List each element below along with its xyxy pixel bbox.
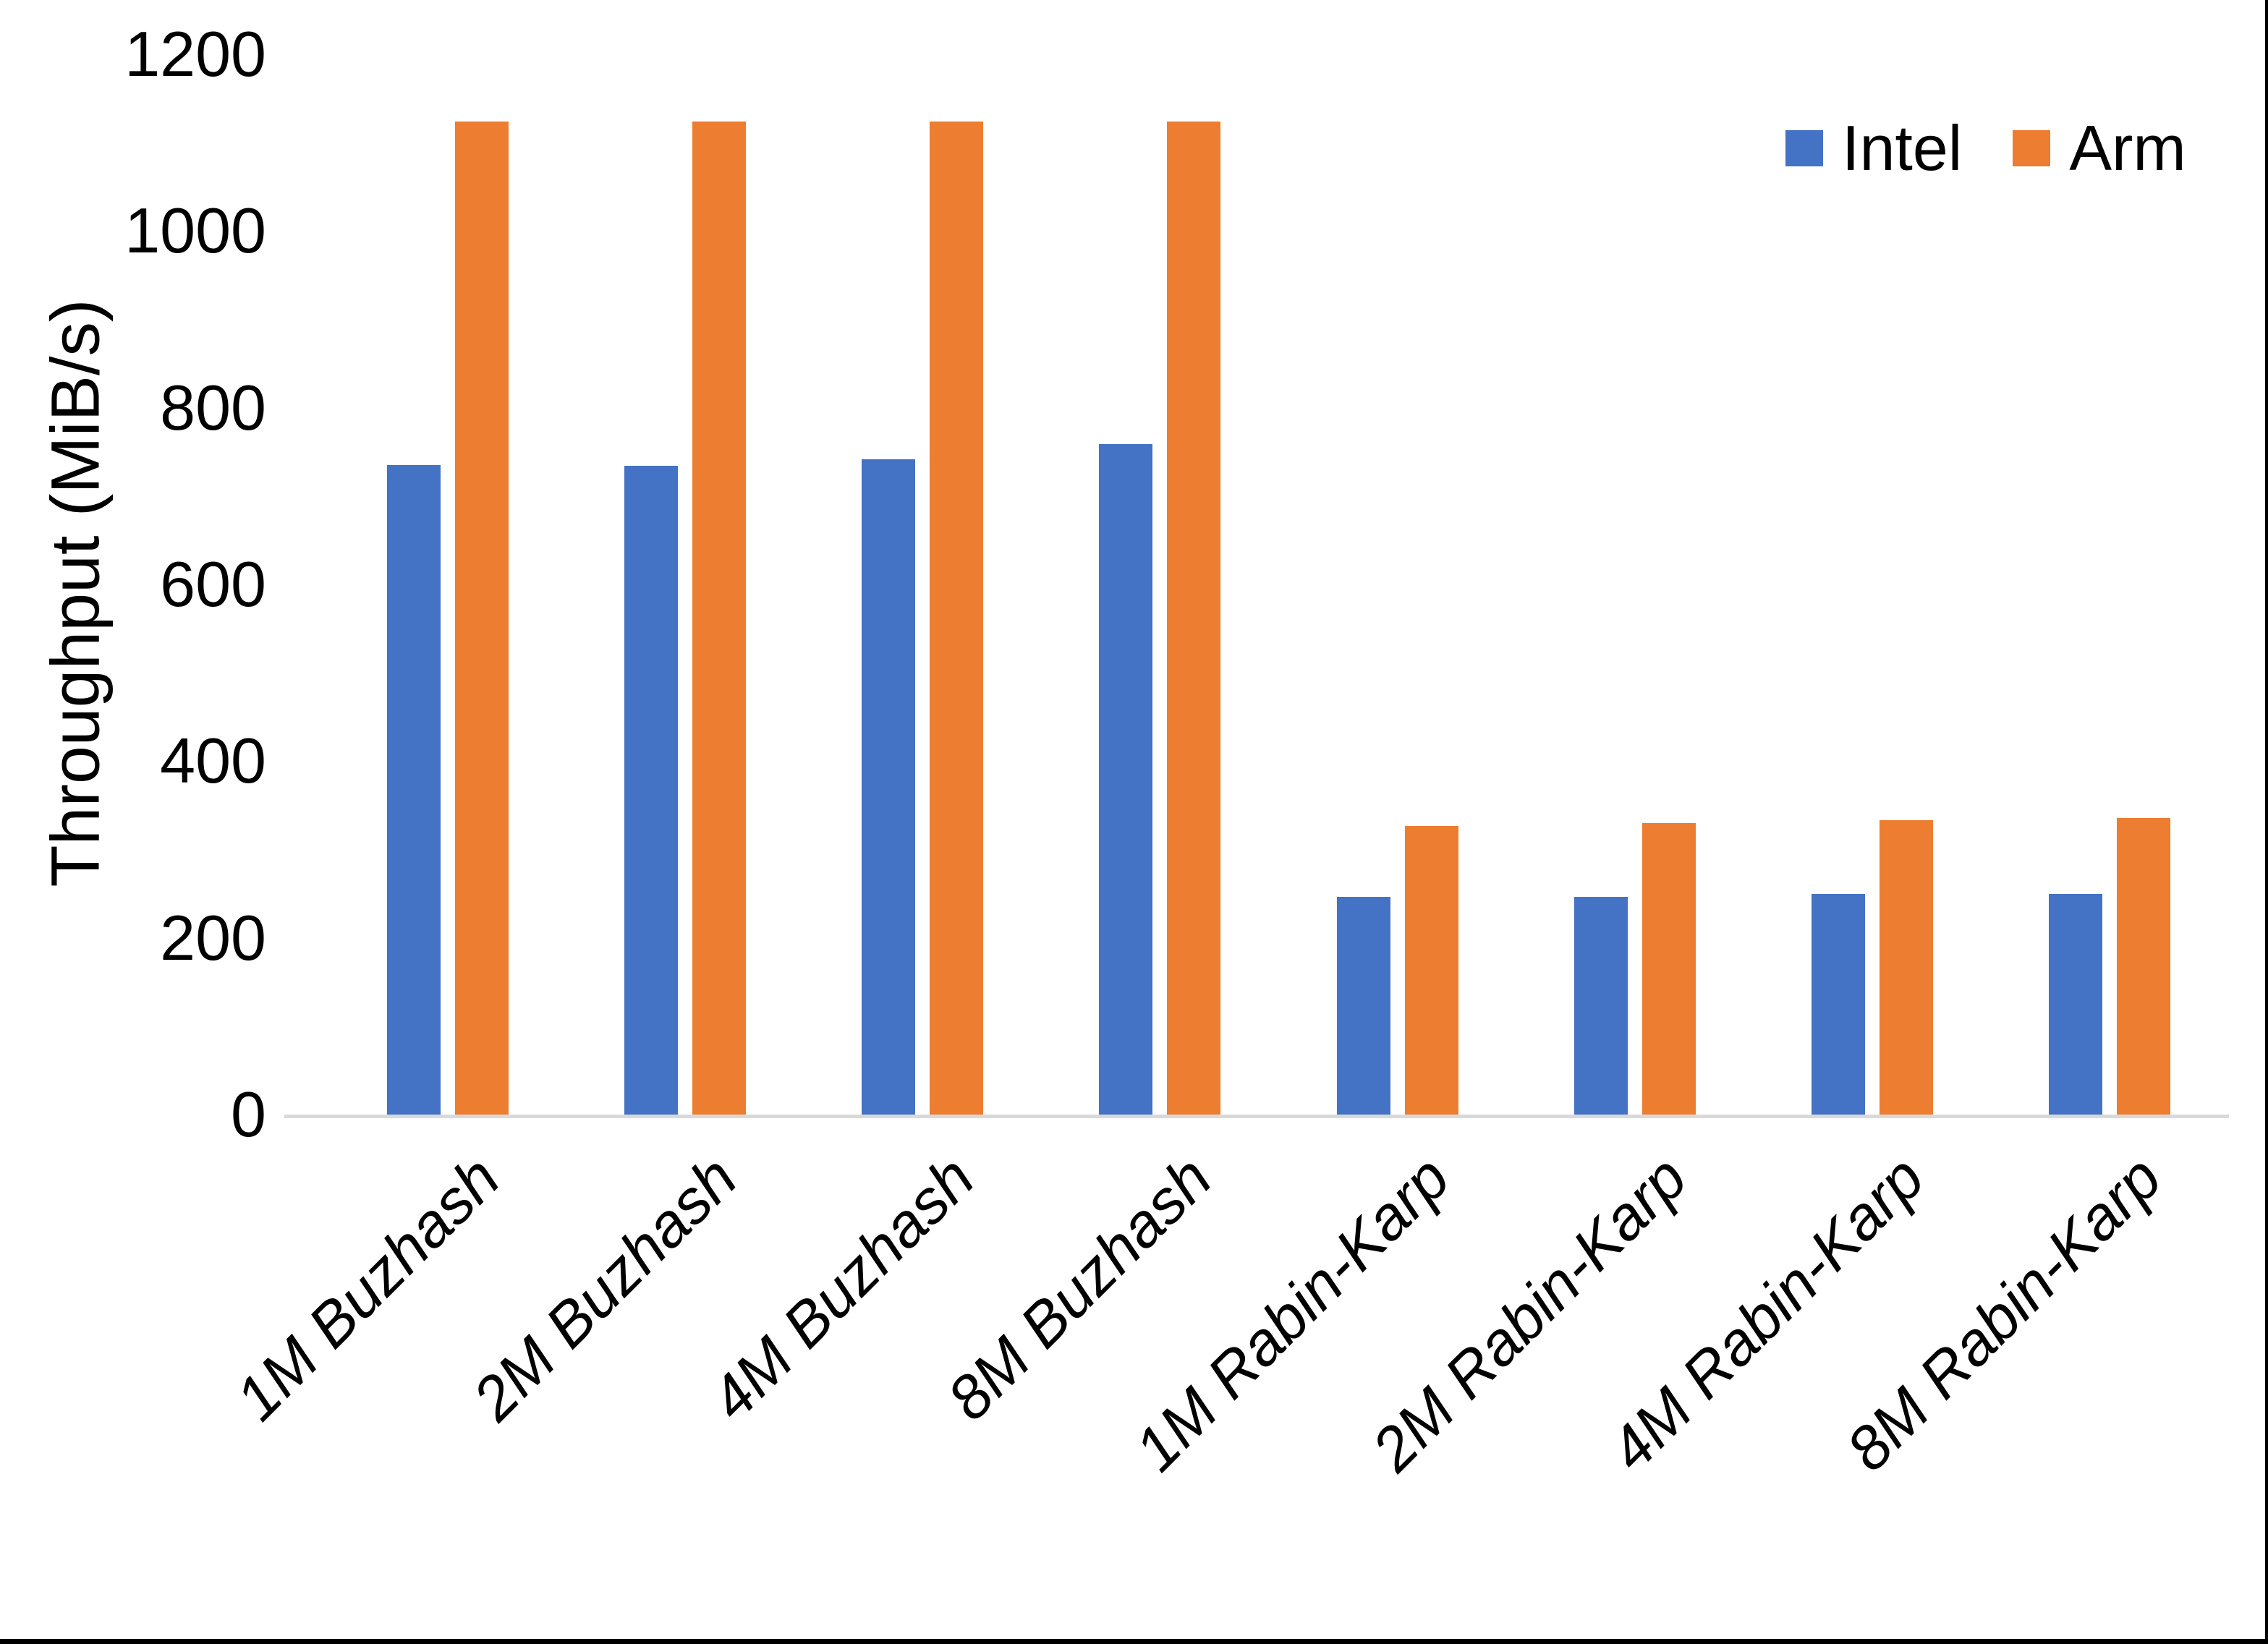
- bottom-border: [0, 1639, 2268, 1644]
- x-axis-line: [284, 1115, 2229, 1118]
- bar-arm-1m-rabin-karp: [1404, 825, 1458, 1115]
- bar-arm-8m-buzhash: [1167, 121, 1221, 1115]
- legend-entry-intel: Intel: [1785, 112, 1962, 184]
- legend-swatch-arm: [2013, 130, 2051, 166]
- legend: Intel Arm: [1785, 112, 2186, 184]
- bar-arm-1m-buzhash: [455, 121, 509, 1115]
- bar-intel-8m-buzhash: [1099, 443, 1153, 1115]
- y-tick-1000: 1000: [124, 195, 266, 267]
- legend-label-intel: Intel: [1842, 112, 1963, 184]
- bar-intel-1m-buzhash: [387, 465, 441, 1115]
- bar-group-8m-buzhash: [1041, 54, 1278, 1115]
- bar-intel-2m-buzhash: [624, 466, 679, 1115]
- y-tick-200: 200: [160, 901, 266, 974]
- y-tick-0: 0: [231, 1078, 266, 1150]
- x-label-1m-buzhash: 1M Buzhash: [222, 1143, 514, 1434]
- y-tick-400: 400: [160, 725, 266, 797]
- bar-arm-8m-rabin-karp: [2116, 817, 2170, 1115]
- bar-intel-1m-rabin-karp: [1336, 897, 1390, 1115]
- y-tick-600: 600: [160, 548, 266, 620]
- bar-arm-2m-rabin-karp: [1641, 822, 1696, 1115]
- y-tick-1200: 1200: [124, 18, 266, 90]
- bar-intel-2m-rabin-karp: [1573, 897, 1628, 1115]
- bar-group-4m-buzhash: [804, 54, 1041, 1115]
- bar-group-8m-rabin-karp: [1991, 54, 2228, 1115]
- bar-group-2m-buzhash: [566, 54, 804, 1115]
- bar-group-1m-rabin-karp: [1279, 54, 1516, 1115]
- legend-label-arm: Arm: [2069, 112, 2186, 184]
- bar-arm-4m-buzhash: [930, 121, 984, 1115]
- bar-group-2m-rabin-karp: [1516, 54, 1754, 1115]
- legend-swatch-intel: [1785, 130, 1823, 166]
- legend-entry-arm: Arm: [2013, 112, 2186, 184]
- bar-arm-4m-rabin-karp: [1879, 820, 1933, 1115]
- bar-intel-8m-rabin-karp: [2048, 893, 2102, 1115]
- bar-group-4m-rabin-karp: [1754, 54, 1991, 1115]
- bar-arm-2m-buzhash: [692, 121, 747, 1115]
- y-tick-800: 800: [160, 371, 266, 443]
- bar-intel-4m-buzhash: [862, 459, 916, 1115]
- right-border: [2265, 0, 2268, 1644]
- bar-intel-4m-rabin-karp: [1811, 893, 1865, 1115]
- bar-group-1m-buzhash: [329, 54, 566, 1115]
